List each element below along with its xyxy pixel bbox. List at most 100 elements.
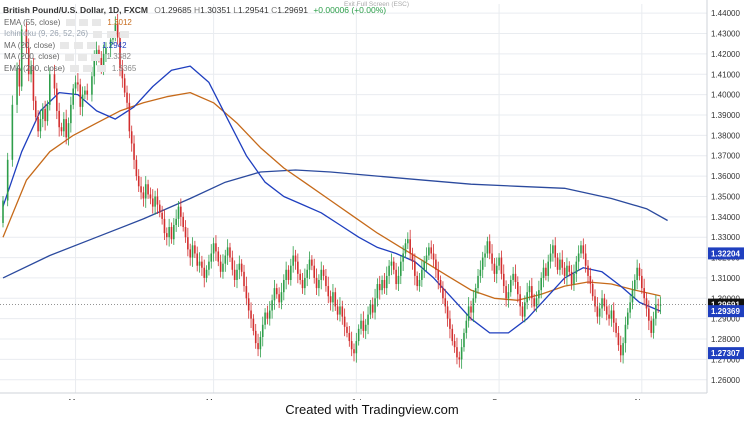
indicator-eye-icon[interactable] xyxy=(78,18,88,26)
candle-body xyxy=(41,108,44,120)
candle-down xyxy=(34,96,37,122)
indicator-row-ema200[interactable]: EMA (200, close) 1.3365 xyxy=(3,63,386,75)
candle-down xyxy=(140,176,142,200)
price-label-bg xyxy=(708,347,744,360)
candle-down xyxy=(456,337,458,365)
candle-body xyxy=(250,310,252,319)
indicator-close-icon[interactable] xyxy=(96,65,106,73)
candle-down xyxy=(488,234,491,260)
symbol-title[interactable]: British Pound/U.S. Dollar, 1D, FXCM xyxy=(3,5,148,15)
candle-body xyxy=(615,322,617,333)
candle-down xyxy=(582,238,585,260)
indicator-close-icon[interactable] xyxy=(86,42,96,50)
candle-up xyxy=(208,254,210,276)
candle-up xyxy=(577,245,580,272)
candle-down xyxy=(247,292,250,319)
indicator-row-ma20[interactable]: MA (20, close) 1.2942 xyxy=(3,40,386,52)
candle-down xyxy=(294,249,297,270)
candle-body xyxy=(624,324,627,344)
candle-body xyxy=(140,186,142,193)
candle-down xyxy=(196,246,199,272)
candle-down xyxy=(25,22,28,54)
candle-body xyxy=(376,284,379,299)
indicator-name[interactable]: EMA (55, close) xyxy=(4,17,61,27)
candle-body xyxy=(266,312,269,319)
candle-up xyxy=(238,255,241,280)
candle-up xyxy=(659,296,662,315)
price-axis[interactable]: 1.44000 1.43000 1.42000 1.41000 1.40000 1.390… xyxy=(706,0,740,393)
candle-body xyxy=(133,143,135,160)
candle-body xyxy=(470,306,472,313)
indicator-row-ichimoku[interactable]: Ichimoku (9, 26, 52, 26) xyxy=(3,28,386,40)
candle-down xyxy=(561,250,564,275)
grid xyxy=(0,4,707,393)
candle-up xyxy=(407,232,409,250)
indicator-value: 1.2942 xyxy=(102,40,127,50)
indicator-row-ma200[interactable]: MA (200, close) 1.3382 xyxy=(3,51,386,63)
indicator-settings-icon[interactable] xyxy=(64,53,74,61)
indicator-eye-icon[interactable] xyxy=(83,65,93,73)
candle-down xyxy=(156,188,159,214)
candle-down xyxy=(470,300,472,321)
candle-up xyxy=(598,302,601,325)
candle-down xyxy=(444,288,447,314)
candle-body xyxy=(357,328,360,342)
candle-body xyxy=(601,298,603,309)
candle-down xyxy=(336,299,339,321)
candle-body xyxy=(634,279,636,291)
candle-up xyxy=(381,275,383,295)
exit-fullscreen-button[interactable]: Exit Full Screen (ESC) xyxy=(344,1,410,8)
candle-body xyxy=(423,261,425,270)
candle-up xyxy=(610,304,613,327)
indicator-settings-icon[interactable] xyxy=(60,42,70,50)
indicator-settings-icon[interactable] xyxy=(65,18,75,26)
candle-body xyxy=(397,275,400,285)
candle-down xyxy=(18,60,21,96)
candle-down xyxy=(297,253,299,284)
candle-up xyxy=(626,308,629,330)
candle-body xyxy=(30,66,32,75)
indicator-eye-icon[interactable] xyxy=(106,30,116,38)
indicator-eye-icon[interactable] xyxy=(73,42,83,50)
candle-down xyxy=(278,287,280,309)
indicator-settings-icon[interactable] xyxy=(93,30,103,38)
candle-down xyxy=(650,316,652,338)
indicator-name[interactable]: MA (20, close) xyxy=(4,40,56,50)
candle-body xyxy=(327,286,330,297)
indicator-name[interactable]: MA (200, close) xyxy=(4,52,60,62)
candle-up xyxy=(95,41,98,66)
candle-down xyxy=(325,268,327,292)
candle-down xyxy=(215,235,217,261)
candle-down xyxy=(142,186,145,207)
indicator-close-icon[interactable] xyxy=(119,30,129,38)
candle-body xyxy=(273,288,276,301)
indicator-close-icon[interactable] xyxy=(91,53,101,61)
candle-body xyxy=(502,273,505,287)
indicator-settings-icon[interactable] xyxy=(70,65,80,73)
ma200-line-group xyxy=(2,169,668,279)
indicator-name[interactable]: EMA (200, close) xyxy=(4,63,65,73)
candle-body xyxy=(217,251,220,262)
candle-down xyxy=(411,247,414,270)
candle-up xyxy=(481,251,484,278)
candle-down xyxy=(521,301,524,322)
candle-down xyxy=(587,260,589,285)
candle-down xyxy=(348,325,351,347)
candle-up xyxy=(421,260,423,287)
candle-up xyxy=(542,259,545,288)
indicator-name[interactable]: Ichimoku (9, 26, 52, 26) xyxy=(4,29,89,39)
indicator-eye-icon[interactable] xyxy=(78,53,88,61)
candle-body xyxy=(18,68,21,87)
candle-up xyxy=(477,268,479,294)
candle-down xyxy=(505,280,507,307)
ma200-line xyxy=(2,169,668,279)
indicator-row-ema55[interactable]: EMA (55, close) 1.3012 xyxy=(3,17,386,29)
candle-down xyxy=(531,277,533,308)
candle-body xyxy=(63,119,65,132)
candle-body xyxy=(91,76,93,95)
candle-body xyxy=(374,298,376,313)
indicator-close-icon[interactable] xyxy=(92,18,102,26)
candle-down xyxy=(493,257,496,283)
